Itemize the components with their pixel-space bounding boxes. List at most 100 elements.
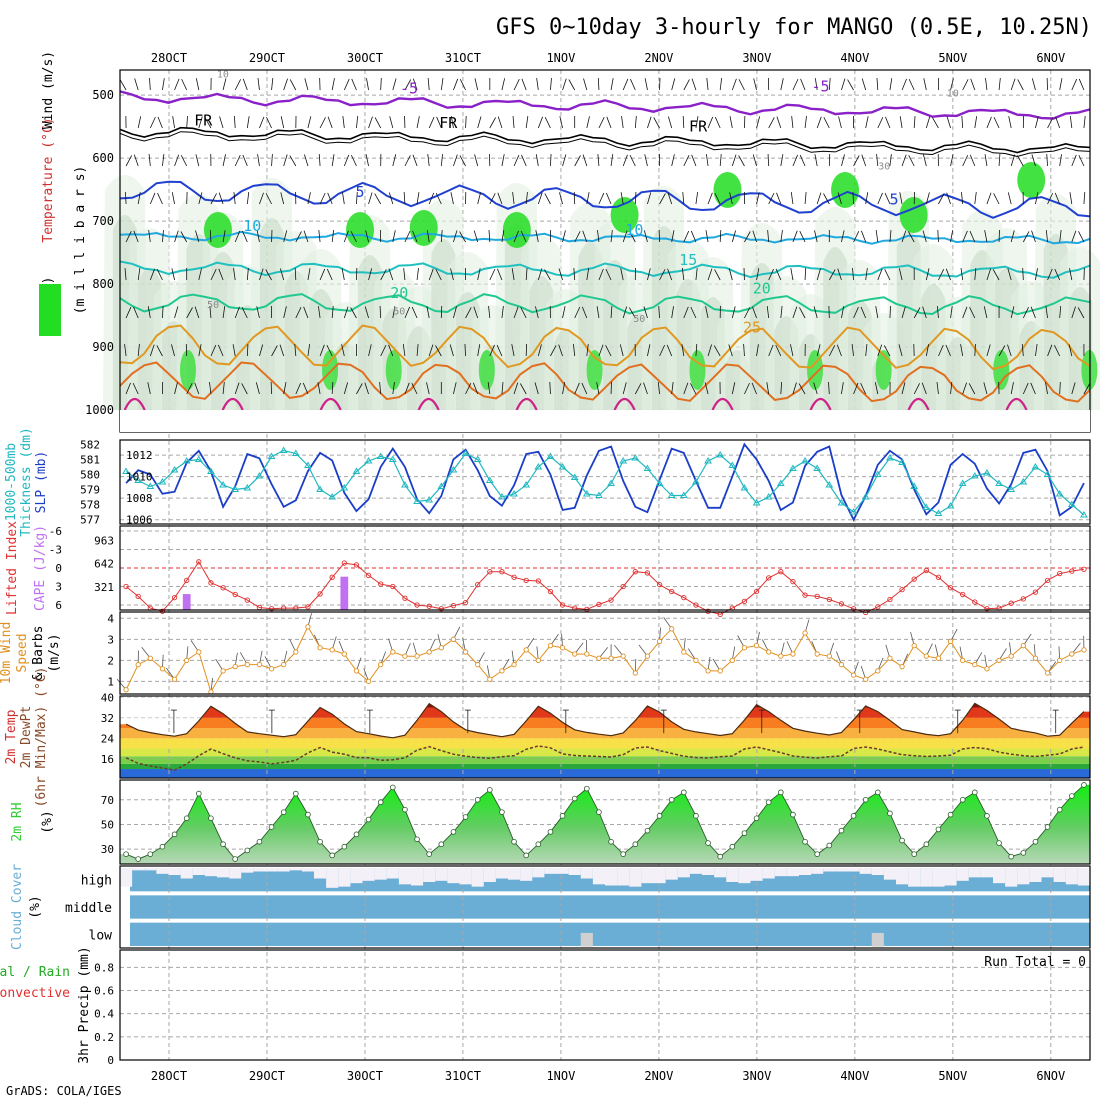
wind-barb [331, 381, 334, 395]
wind-barb [851, 344, 854, 357]
x-tick-bottom-1NOV: 1NOV [546, 1069, 575, 1083]
wind-barb [837, 192, 842, 205]
wind-barb [198, 116, 203, 129]
cape-bar [182, 594, 191, 610]
wind-barb [246, 116, 250, 129]
wind-barb [489, 344, 495, 357]
wind-barb [658, 306, 660, 319]
wind-barb [195, 78, 200, 91]
cape-label-0: Lifted Index [5, 521, 20, 615]
wind-barb [511, 268, 515, 281]
wind-barb [823, 117, 830, 129]
wind-barb [513, 154, 520, 167]
wind-barb [428, 192, 435, 205]
wind-barb [643, 382, 648, 395]
rh-core-low [586, 350, 603, 390]
wind-barb [634, 383, 642, 395]
wind-barb [841, 382, 844, 395]
wind10-point [341, 651, 347, 657]
thickness-point [340, 484, 349, 491]
wind-barb [435, 192, 442, 205]
li-point [341, 560, 347, 566]
li-point [450, 603, 457, 609]
ua-y-tick-700: 700 [92, 214, 114, 228]
wind-barb [937, 229, 939, 243]
wind-barb [535, 306, 539, 319]
rh-core [899, 197, 928, 233]
wind-barb [961, 116, 964, 129]
cloud-clear-high [508, 868, 521, 880]
temp-contour-35 [123, 397, 146, 411]
wind-barb [351, 78, 357, 91]
wind-barb [404, 306, 410, 319]
rh-point [268, 824, 275, 830]
wind-barb [365, 154, 369, 167]
wind10-point [1008, 653, 1014, 659]
wind-barb [379, 305, 382, 319]
wind-barb [634, 116, 637, 129]
cloud-clear-high [386, 868, 399, 879]
cloud-clear-high [605, 868, 618, 886]
wind-barb [525, 268, 528, 281]
rh-point [632, 841, 639, 848]
wind-barb [174, 230, 179, 243]
wind-barb [751, 382, 757, 395]
wind-barb [283, 382, 287, 395]
slp-tick: 1006 [126, 514, 153, 527]
wind-barb [350, 307, 357, 319]
wind-barb [1022, 231, 1030, 243]
wind10-point [887, 655, 893, 661]
wind-barb [681, 344, 685, 357]
wind-barb [743, 344, 745, 357]
wind-barb [388, 344, 394, 357]
wind-barb [932, 117, 939, 129]
wind-barb [756, 344, 759, 357]
cloud-clear-high [932, 868, 945, 887]
rh-point [620, 851, 626, 857]
wind-barb [852, 191, 854, 205]
precip-label-conv: Convective [0, 986, 70, 1001]
thickness-point [934, 509, 943, 516]
wind-barb [865, 268, 868, 281]
cloud-clear-high [180, 868, 193, 879]
wind-barb [574, 231, 581, 243]
rh-legend-swatch [39, 284, 61, 336]
wind-barb [134, 78, 139, 91]
rh-point [353, 831, 360, 838]
wind-barb [993, 116, 1000, 129]
thickness-point [207, 467, 215, 474]
contour-label: FR [439, 114, 458, 132]
wind-barb [392, 230, 396, 243]
temp-tick: 24 [101, 732, 115, 745]
cloud-clear-high [120, 868, 133, 887]
wind-barb [1069, 116, 1073, 129]
wind10-point [875, 668, 881, 674]
wind-barb [925, 268, 930, 281]
wind-barb [659, 269, 666, 281]
wind-barb [204, 117, 212, 129]
wind-barb [647, 344, 651, 357]
wind-barb [714, 269, 721, 281]
wind-barb [148, 154, 151, 167]
wind-barb [426, 382, 430, 395]
rh-point [305, 811, 311, 818]
li-tick: 3 [55, 581, 62, 594]
wind-barb [412, 78, 418, 91]
wind10-point [717, 668, 723, 674]
li-point [426, 603, 432, 609]
wind-barb [1010, 382, 1014, 395]
wind-barb [186, 383, 193, 395]
thickness-point [679, 491, 688, 498]
wind-barb [427, 78, 430, 91]
temp-band [120, 769, 1090, 778]
rh-point [923, 841, 930, 848]
wind-barb [562, 382, 566, 395]
temp-label-group: 2m Temp 2m DewPt (6hr Min/Max) (°C) [4, 667, 49, 808]
wind-barb [294, 267, 297, 281]
wind-barb [582, 154, 588, 167]
wind-barb [814, 78, 818, 91]
temp-contour-35 [515, 397, 538, 411]
cloud-clear-high [592, 868, 605, 885]
cloud-clear-high [835, 868, 848, 872]
wind-barb [379, 382, 382, 395]
